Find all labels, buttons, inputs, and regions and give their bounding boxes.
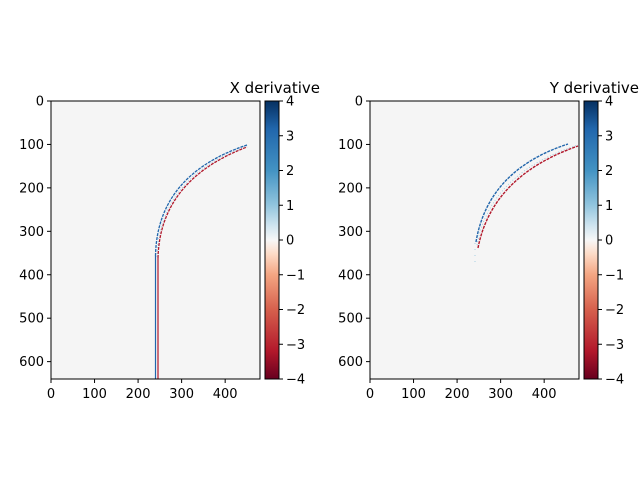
x-tick-label: 100 xyxy=(82,387,107,402)
heatmap-frame xyxy=(369,100,580,380)
colorbar-tick-label: 1 xyxy=(605,199,613,214)
y-tick-label: 200 xyxy=(19,181,44,196)
colorbar: 4 3 2 1 0 −1 −2 −3 −4 xyxy=(264,95,305,388)
colorbar-tick-label: 3 xyxy=(605,129,613,144)
chart-title: Y derivative xyxy=(549,79,639,97)
y-tick-label: 300 xyxy=(19,225,44,240)
chart-title: X derivative xyxy=(230,79,320,97)
heatmap-features xyxy=(474,143,579,262)
arc-edge-negative xyxy=(157,146,248,259)
panel-x-derivative: X derivative 0 100 200 300 400 0100200300400… xyxy=(19,79,320,402)
x-tick-label: 300 xyxy=(169,387,194,402)
colorbar-tick-label: −3 xyxy=(286,338,305,353)
y-axis: 0 100 200 300 400 500 600 xyxy=(19,95,51,370)
colorbar-tick-label: −2 xyxy=(286,303,305,318)
x-tick-label: 300 xyxy=(488,387,513,402)
y-tick-label: 500 xyxy=(338,312,363,327)
y-tick-label: 600 xyxy=(338,355,363,370)
colorbar: 4 3 2 1 0 −1 −2 −3 −4 xyxy=(583,95,624,388)
y-tick-label: 500 xyxy=(19,312,44,327)
colorbar-tick-label: −1 xyxy=(605,268,624,283)
arc-edge-light xyxy=(476,144,579,246)
colorbar-gradient xyxy=(583,100,599,380)
panel-y-derivative: Y derivative 0 100 200 300 400 0100200300400… xyxy=(338,79,639,402)
y-tick-label: 100 xyxy=(19,138,44,153)
arc-edge-positive xyxy=(475,143,569,243)
colorbar-tick-label: −3 xyxy=(605,338,624,353)
colorbar-tick-label: 2 xyxy=(605,164,613,179)
y-tick-label: 400 xyxy=(19,268,44,283)
x-tick-label: 400 xyxy=(532,387,557,402)
heatmap-background xyxy=(370,101,579,379)
arc-edge-light xyxy=(156,145,248,258)
colorbar-tick-label: 2 xyxy=(286,164,294,179)
y-tick-label: 200 xyxy=(338,181,363,196)
x-axis: 0 100 200 300 400 xyxy=(366,379,557,402)
x-tick-label: 0 xyxy=(47,387,55,402)
colorbar-tick-label: 0 xyxy=(286,234,294,249)
y-axis: 0 100 200 300 400 500 600 xyxy=(338,95,370,370)
colorbar-tick-label: 4 xyxy=(605,95,613,110)
arc-edge-positive xyxy=(154,144,248,257)
y-tick-label: 400 xyxy=(338,268,363,283)
x-tick-label: 200 xyxy=(445,387,470,402)
x-tick-label: 400 xyxy=(213,387,238,402)
colorbar-tick-label: −4 xyxy=(605,373,624,388)
y-tick-label: 600 xyxy=(19,355,44,370)
colorbar-tick-label: −4 xyxy=(286,373,305,388)
colorbar-tick-label: 3 xyxy=(286,129,294,144)
colorbar-tick-label: −2 xyxy=(605,303,624,318)
y-tick-label: 100 xyxy=(338,138,363,153)
colorbar-tick-label: −1 xyxy=(286,268,305,283)
heatmap-features xyxy=(154,144,248,379)
heatmap-frame xyxy=(50,100,261,380)
x-tick-label: 100 xyxy=(401,387,426,402)
arc-edge-negative xyxy=(477,145,579,249)
colorbar-gradient xyxy=(264,100,280,380)
y-tick-label: 0 xyxy=(355,95,363,110)
x-axis: 0 100 200 300 400 xyxy=(47,379,238,402)
colorbar-tick-label: 0 xyxy=(605,234,613,249)
x-tick-label: 0 xyxy=(366,387,374,402)
colorbar-tick-label: 1 xyxy=(286,199,294,214)
colorbar-tick-label: 4 xyxy=(286,95,294,110)
y-tick-label: 0 xyxy=(36,95,44,110)
y-tick-label: 300 xyxy=(338,225,363,240)
x-tick-label: 200 xyxy=(126,387,151,402)
